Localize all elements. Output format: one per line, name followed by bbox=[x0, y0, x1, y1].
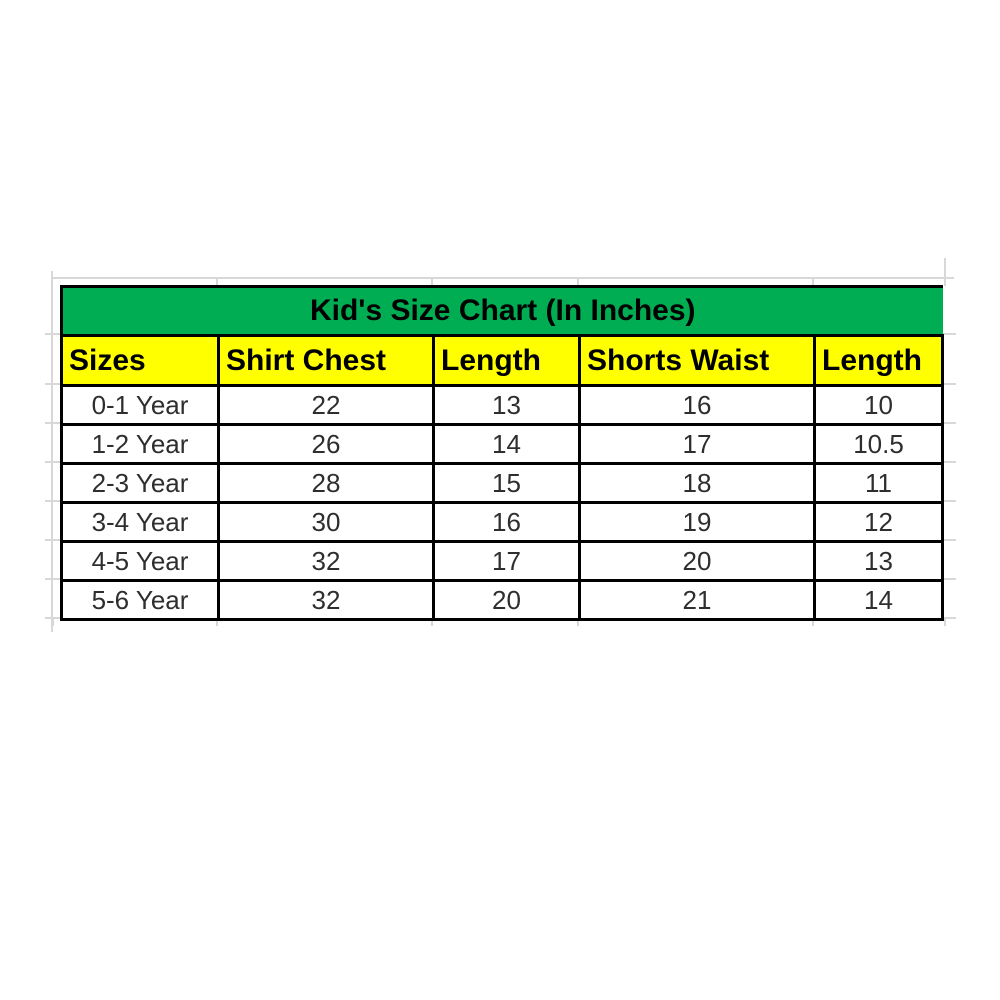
gridline bbox=[941, 461, 956, 463]
gridline bbox=[431, 618, 433, 626]
gridline bbox=[45, 383, 60, 385]
table-cell: 22 bbox=[217, 384, 435, 426]
table-cell: 32 bbox=[217, 579, 435, 621]
gridline bbox=[45, 578, 60, 580]
gridline bbox=[941, 539, 956, 541]
gridline bbox=[45, 461, 60, 463]
gridline bbox=[45, 333, 60, 335]
gridline bbox=[944, 618, 946, 626]
table-row: 3-4 Year 30 16 19 12 bbox=[60, 501, 945, 543]
gridline bbox=[941, 578, 956, 580]
table-cell: 13 bbox=[432, 384, 581, 426]
table-cell: 2-3 Year bbox=[60, 462, 220, 504]
table-cell: 14 bbox=[812, 579, 945, 621]
table-row: 5-6 Year 32 20 21 14 bbox=[60, 579, 945, 621]
table-row: 0-1 Year 22 13 16 10 bbox=[60, 384, 945, 426]
table-row: 4-5 Year 32 17 20 13 bbox=[60, 540, 945, 582]
size-chart-table: Kid's Size Chart (In Inches) Sizes Shirt… bbox=[59, 285, 945, 621]
gridline bbox=[812, 277, 814, 286]
table-cell: 10.5 bbox=[812, 423, 945, 465]
table-cell: 14 bbox=[432, 423, 581, 465]
table-cell: 13 bbox=[812, 540, 945, 582]
column-header-shorts-length: Length bbox=[812, 334, 945, 387]
table-cell: 4-5 Year bbox=[60, 540, 220, 582]
table-cell: 5-6 Year bbox=[60, 579, 220, 621]
table-cell: 19 bbox=[578, 501, 816, 543]
table-cell: 3-4 Year bbox=[60, 501, 220, 543]
gridline bbox=[812, 618, 814, 626]
gridline bbox=[52, 277, 954, 279]
gridline bbox=[216, 277, 218, 286]
table-cell: 16 bbox=[578, 384, 816, 426]
table-title: Kid's Size Chart (In Inches) bbox=[59, 285, 943, 337]
column-header-sizes: Sizes bbox=[60, 334, 220, 387]
gridline bbox=[577, 277, 579, 286]
table-cell: 11 bbox=[812, 462, 945, 504]
gridline bbox=[52, 618, 54, 626]
gridline bbox=[941, 617, 956, 619]
table-cell: 20 bbox=[578, 540, 816, 582]
table-cell: 18 bbox=[578, 462, 816, 504]
gridline bbox=[431, 277, 433, 286]
gridline bbox=[941, 422, 956, 424]
gridline bbox=[941, 333, 956, 335]
gridline bbox=[941, 383, 956, 385]
gridline bbox=[51, 271, 53, 632]
table-cell: 15 bbox=[432, 462, 581, 504]
table-cell: 28 bbox=[217, 462, 435, 504]
gridline bbox=[944, 258, 946, 286]
header-row: Sizes Shirt Chest Length Shorts Waist Le… bbox=[60, 334, 945, 387]
table-row: 2-3 Year 28 15 18 11 bbox=[60, 462, 945, 504]
gridline bbox=[941, 500, 956, 502]
gridline bbox=[45, 422, 60, 424]
table-cell: 0-1 Year bbox=[60, 384, 220, 426]
table-row: 1-2 Year 26 14 17 10.5 bbox=[60, 423, 945, 465]
table-cell: 10 bbox=[812, 384, 945, 426]
table-cell: 20 bbox=[432, 579, 581, 621]
gridline bbox=[216, 618, 218, 626]
gridline bbox=[45, 500, 60, 502]
column-header-shirt-length: Length bbox=[432, 334, 581, 387]
table-cell: 32 bbox=[217, 540, 435, 582]
table-cell: 17 bbox=[578, 423, 816, 465]
column-header-shorts-waist: Shorts Waist bbox=[578, 334, 816, 387]
gridline bbox=[45, 539, 60, 541]
table-cell: 21 bbox=[578, 579, 816, 621]
title-row: Kid's Size Chart (In Inches) bbox=[59, 285, 943, 337]
table-cell: 26 bbox=[217, 423, 435, 465]
table-cell: 12 bbox=[812, 501, 945, 543]
table-cell: 17 bbox=[432, 540, 581, 582]
table-cell: 30 bbox=[217, 501, 435, 543]
table-cell: 16 bbox=[432, 501, 581, 543]
table-cell: 1-2 Year bbox=[60, 423, 220, 465]
gridline bbox=[577, 618, 579, 626]
column-header-shirt-chest: Shirt Chest bbox=[217, 334, 435, 387]
